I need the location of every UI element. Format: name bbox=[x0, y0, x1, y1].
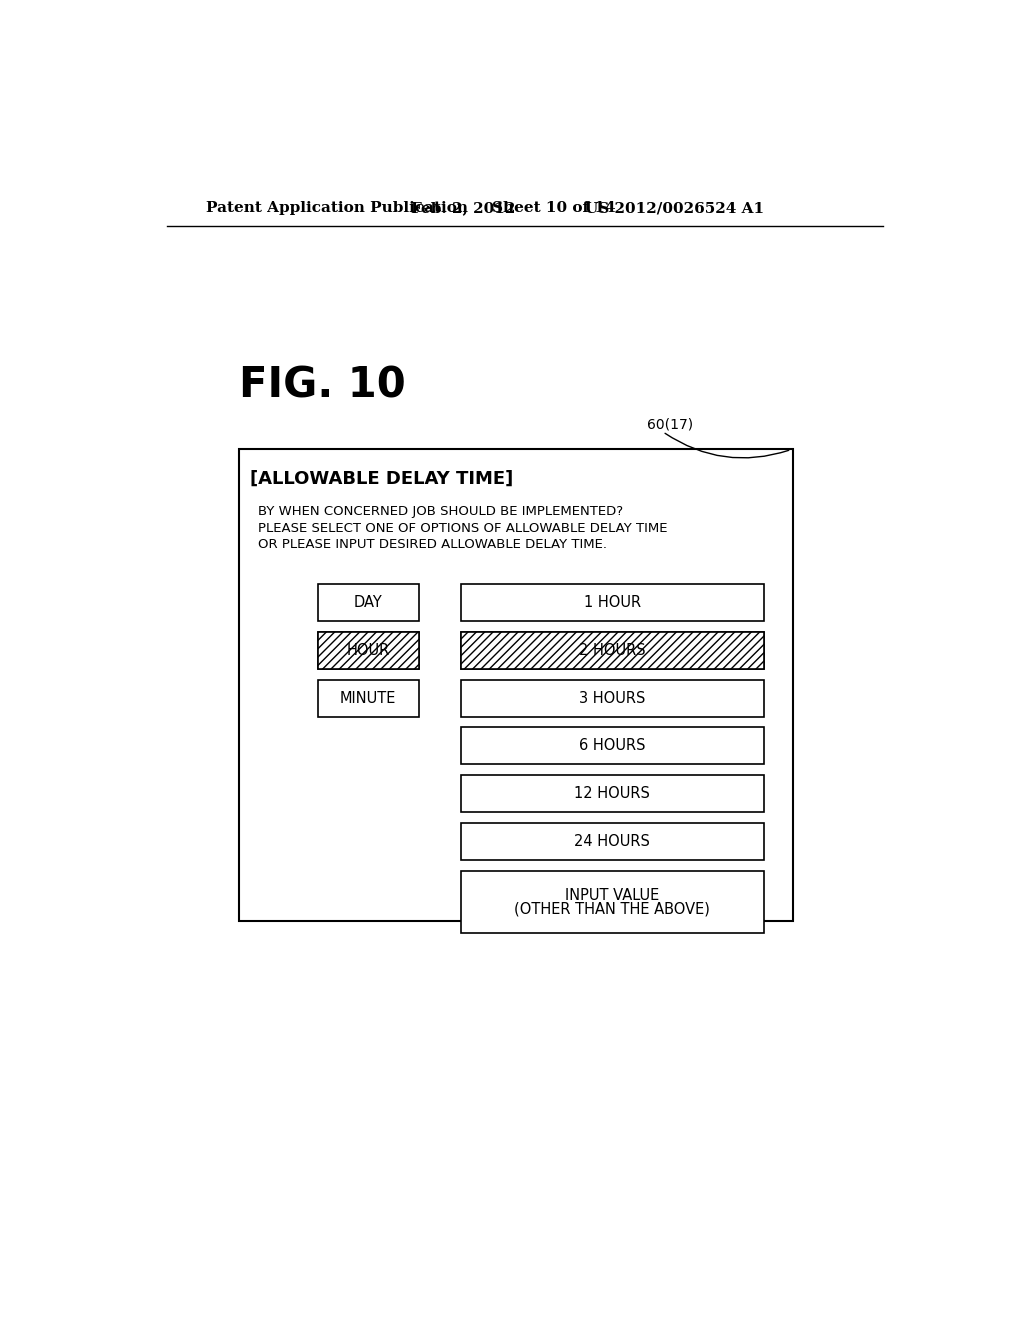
Bar bbox=[461, 585, 764, 622]
Text: 2 HOURS: 2 HOURS bbox=[579, 643, 646, 657]
Text: FIG. 10: FIG. 10 bbox=[239, 364, 406, 407]
Bar bbox=[461, 822, 764, 859]
Text: [ALLOWABLE DELAY TIME]: [ALLOWABLE DELAY TIME] bbox=[251, 470, 514, 487]
Text: 12 HOURS: 12 HOURS bbox=[574, 787, 650, 801]
Bar bbox=[461, 775, 764, 812]
Text: DAY: DAY bbox=[354, 595, 383, 610]
Text: Patent Application Publication: Patent Application Publication bbox=[206, 202, 468, 215]
Bar bbox=[239, 449, 793, 921]
Text: Sheet 10 of 14: Sheet 10 of 14 bbox=[493, 202, 615, 215]
Bar bbox=[317, 632, 419, 669]
Text: US 2012/0026524 A1: US 2012/0026524 A1 bbox=[586, 202, 764, 215]
Bar bbox=[461, 871, 764, 933]
Bar bbox=[317, 632, 419, 669]
Text: OR PLEASE INPUT DESIRED ALLOWABLE DELAY TIME.: OR PLEASE INPUT DESIRED ALLOWABLE DELAY … bbox=[258, 539, 607, 552]
Bar bbox=[461, 727, 764, 764]
Bar bbox=[317, 680, 419, 717]
Text: HOUR: HOUR bbox=[347, 643, 390, 657]
Text: MINUTE: MINUTE bbox=[340, 690, 396, 706]
Text: PLEASE SELECT ONE OF OPTIONS OF ALLOWABLE DELAY TIME: PLEASE SELECT ONE OF OPTIONS OF ALLOWABL… bbox=[258, 521, 668, 535]
Bar bbox=[461, 632, 764, 669]
Text: 3 HOURS: 3 HOURS bbox=[580, 690, 645, 706]
Bar bbox=[317, 585, 419, 622]
Text: Feb. 2, 2012: Feb. 2, 2012 bbox=[411, 202, 515, 215]
Text: 1 HOUR: 1 HOUR bbox=[584, 595, 641, 610]
Text: BY WHEN CONCERNED JOB SHOULD BE IMPLEMENTED?: BY WHEN CONCERNED JOB SHOULD BE IMPLEMEN… bbox=[258, 504, 624, 517]
Bar bbox=[461, 632, 764, 669]
Text: 24 HOURS: 24 HOURS bbox=[574, 834, 650, 849]
Text: 6 HOURS: 6 HOURS bbox=[580, 738, 645, 754]
Text: (OTHER THAN THE ABOVE): (OTHER THAN THE ABOVE) bbox=[514, 902, 711, 916]
Bar bbox=[461, 680, 764, 717]
Text: 60(17): 60(17) bbox=[647, 417, 693, 432]
Text: INPUT VALUE: INPUT VALUE bbox=[565, 887, 659, 903]
